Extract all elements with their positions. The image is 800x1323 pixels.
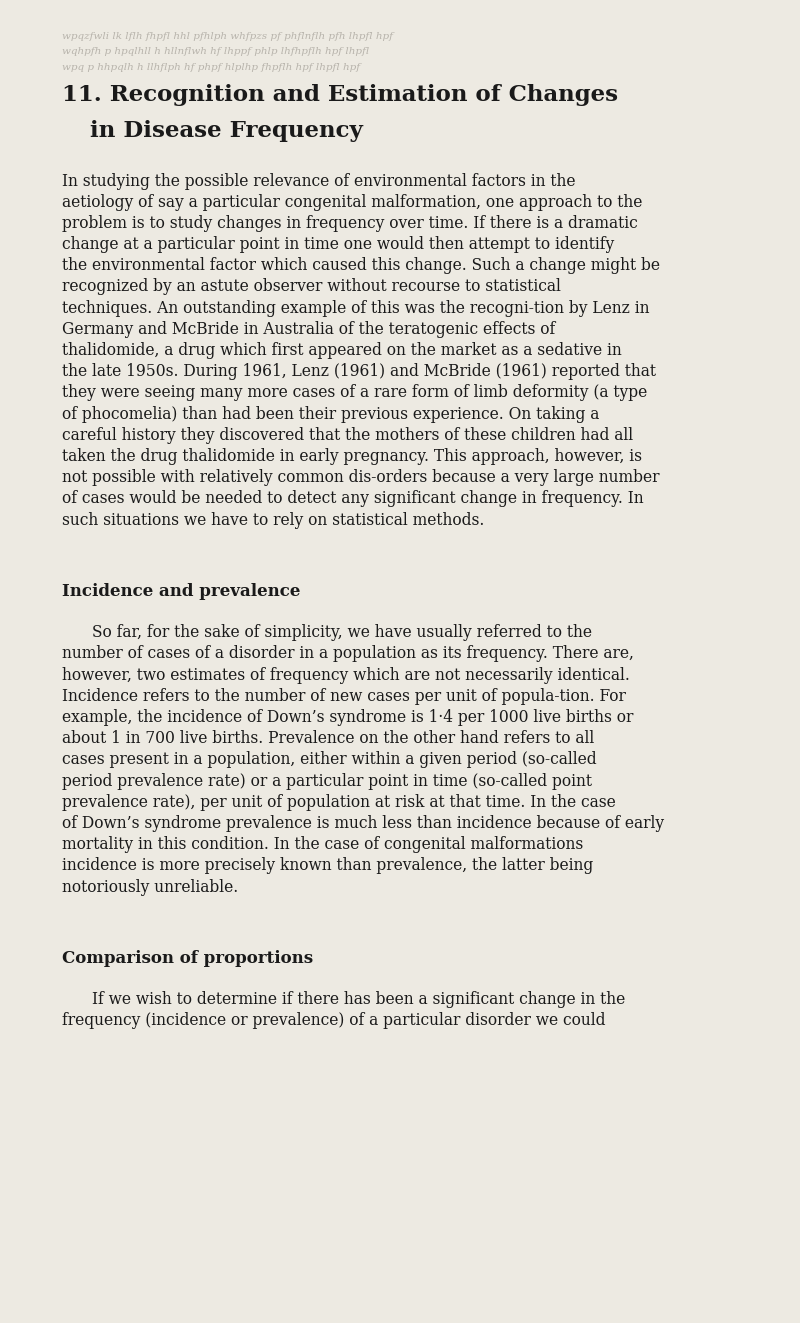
Text: Incidence and prevalence: Incidence and prevalence xyxy=(62,583,300,599)
Text: about 1 in 700 live births. Prevalence on the other hand refers to all: about 1 in 700 live births. Prevalence o… xyxy=(62,730,594,747)
Text: recognized by an astute observer without recourse to statistical: recognized by an astute observer without… xyxy=(62,279,561,295)
Text: not possible with relatively common dis-orders because a very large number: not possible with relatively common dis-… xyxy=(62,470,659,487)
Text: thalidomide, a drug which first appeared on the market as a sedative in: thalidomide, a drug which first appeared… xyxy=(62,343,622,359)
Text: such situations we have to rely on statistical methods.: such situations we have to rely on stati… xyxy=(62,512,484,529)
Text: mortality in this condition. In the case of congenital malformations: mortality in this condition. In the case… xyxy=(62,836,583,853)
Text: prevalence rate), per unit of population at risk at that time. In the case: prevalence rate), per unit of population… xyxy=(62,794,616,811)
Text: aetiology of say a particular congenital malformation, one approach to the: aetiology of say a particular congenital… xyxy=(62,193,642,210)
Text: change at a particular point in time one would then attempt to identify: change at a particular point in time one… xyxy=(62,235,614,253)
Text: Incidence refers to the number of new cases per unit of popula-tion. For: Incidence refers to the number of new ca… xyxy=(62,688,626,705)
Text: careful history they discovered that the mothers of these children had all: careful history they discovered that the… xyxy=(62,427,633,445)
Text: example, the incidence of Down’s syndrome is 1·4 per 1000 live births or: example, the incidence of Down’s syndrom… xyxy=(62,709,634,726)
Text: cases present in a population, either within a given period (so-called: cases present in a population, either wi… xyxy=(62,751,597,769)
Text: frequency (incidence or prevalence) of a particular disorder we could: frequency (incidence or prevalence) of a… xyxy=(62,1012,606,1029)
Text: of Down’s syndrome prevalence is much less than incidence because of early: of Down’s syndrome prevalence is much le… xyxy=(62,815,664,832)
Text: number of cases of a disorder in a population as its frequency. There are,: number of cases of a disorder in a popul… xyxy=(62,646,634,663)
Text: wpq p hhpqlh h llhflph hf phpf hlplhp fhpflh hpf lhpfl hpf: wpq p hhpqlh h llhflph hf phpf hlplhp fh… xyxy=(62,64,360,71)
Text: of cases would be needed to detect any significant change in frequency. In: of cases would be needed to detect any s… xyxy=(62,491,644,508)
Text: If we wish to determine if there has been a significant change in the: If we wish to determine if there has bee… xyxy=(92,991,626,1008)
Text: period prevalence rate) or a particular point in time (so-called point: period prevalence rate) or a particular … xyxy=(62,773,592,790)
Text: Comparison of proportions: Comparison of proportions xyxy=(62,950,313,967)
Text: problem is to study changes in frequency over time. If there is a dramatic: problem is to study changes in frequency… xyxy=(62,214,638,232)
Text: however, two estimates of frequency which are not necessarily identical.: however, two estimates of frequency whic… xyxy=(62,667,630,684)
Text: techniques. An outstanding example of this was the recogni-tion by Lenz in: techniques. An outstanding example of th… xyxy=(62,300,650,316)
Text: incidence is more precisely known than prevalence, the latter being: incidence is more precisely known than p… xyxy=(62,857,594,875)
Text: wqhpfh p hpqlhll h hllnflwh hf lhppf phlp lhfhpflh hpf lhpfl: wqhpfh p hpqlhll h hllnflwh hf lhppf phl… xyxy=(62,48,370,57)
Text: Germany and McBride in Australia of the teratogenic effects of: Germany and McBride in Australia of the … xyxy=(62,321,555,337)
Text: the late 1950s. During 1961, Lenz (1961) and McBride (1961) reported that: the late 1950s. During 1961, Lenz (1961)… xyxy=(62,364,656,380)
Text: in Disease Frequency: in Disease Frequency xyxy=(90,120,363,143)
Text: they were seeing many more cases of a rare form of limb deformity (a type: they were seeing many more cases of a ra… xyxy=(62,385,647,401)
Text: taken the drug thalidomide in early pregnancy. This approach, however, is: taken the drug thalidomide in early preg… xyxy=(62,448,642,466)
Text: notoriously unreliable.: notoriously unreliable. xyxy=(62,878,238,896)
Text: In studying the possible relevance of environmental factors in the: In studying the possible relevance of en… xyxy=(62,172,575,189)
Text: So far, for the sake of simplicity, we have usually referred to the: So far, for the sake of simplicity, we h… xyxy=(92,624,592,642)
Text: wpqzfwli lk lflh fhpfl hhl pfhlph whfpzs pf phflnflh pfh lhpfl hpf: wpqzfwli lk lflh fhpfl hhl pfhlph whfpzs… xyxy=(62,32,393,41)
Text: 11. Recognition and Estimation of Changes: 11. Recognition and Estimation of Change… xyxy=(62,83,618,106)
Text: of phocomelia) than had been their previous experience. On taking a: of phocomelia) than had been their previ… xyxy=(62,406,599,423)
Text: the environmental factor which caused this change. Such a change might be: the environmental factor which caused th… xyxy=(62,257,660,274)
